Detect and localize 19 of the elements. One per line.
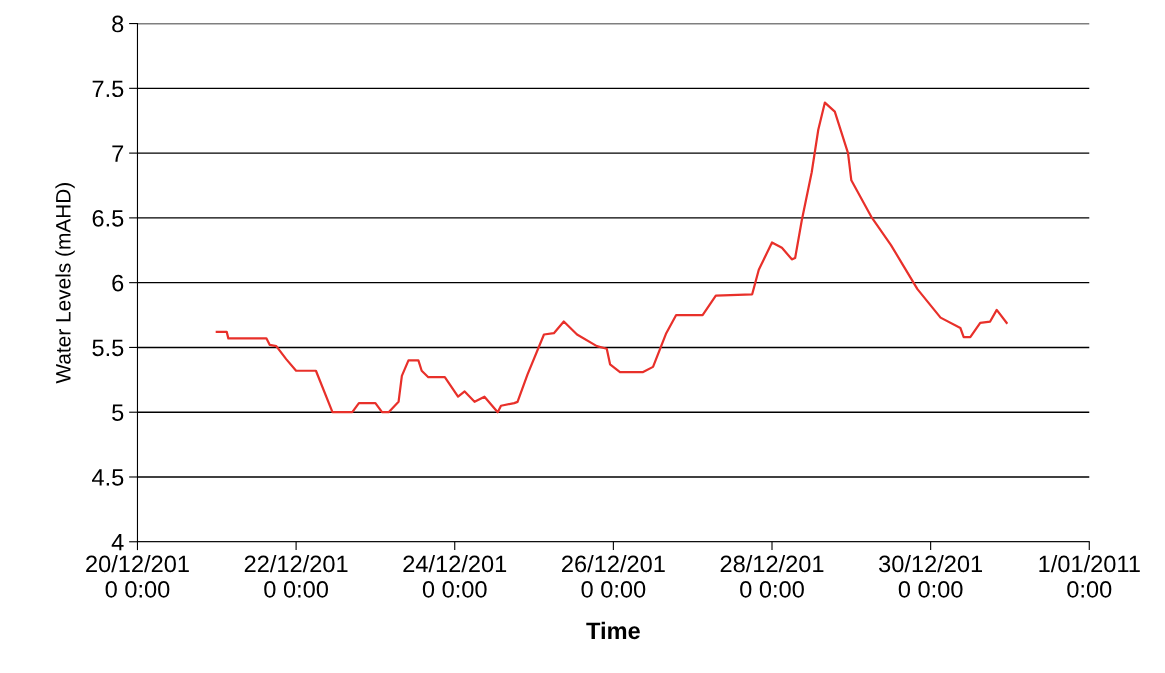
x-tick-label: 20/12/201 0 0:00 [86,554,189,598]
y-tick-label: 6 [112,274,124,292]
x-tick-label: 22/12/201 0 0:00 [244,554,348,598]
x-axis-title: Time [586,621,640,640]
x-tick-label: 26/12/201 0 0:00 [562,554,665,598]
y-tick-label: 4.5 [92,469,124,486]
y-axis-title: Water Levels (mAHD) [55,183,75,384]
y-tick-label: 4 [111,534,124,551]
x-tick-label: 1/01/2011 0:00 [1039,554,1140,598]
y-tick-label: 8 [112,15,124,33]
y-tick-label: 6.5 [92,209,124,227]
line-series [215,101,1008,414]
y-tick-label: 7.5 [92,80,124,98]
x-tick-label: 28/12/201 0 0:00 [720,554,824,598]
y-tick-label: 7 [112,145,124,162]
y-tick-label: 5 [112,404,124,421]
x-tick-label: 30/12/201 0 0:00 [879,554,983,598]
y-tick-label: 5.5 [92,339,124,357]
x-tick-label: 24/12/201 0 0:00 [403,554,507,598]
